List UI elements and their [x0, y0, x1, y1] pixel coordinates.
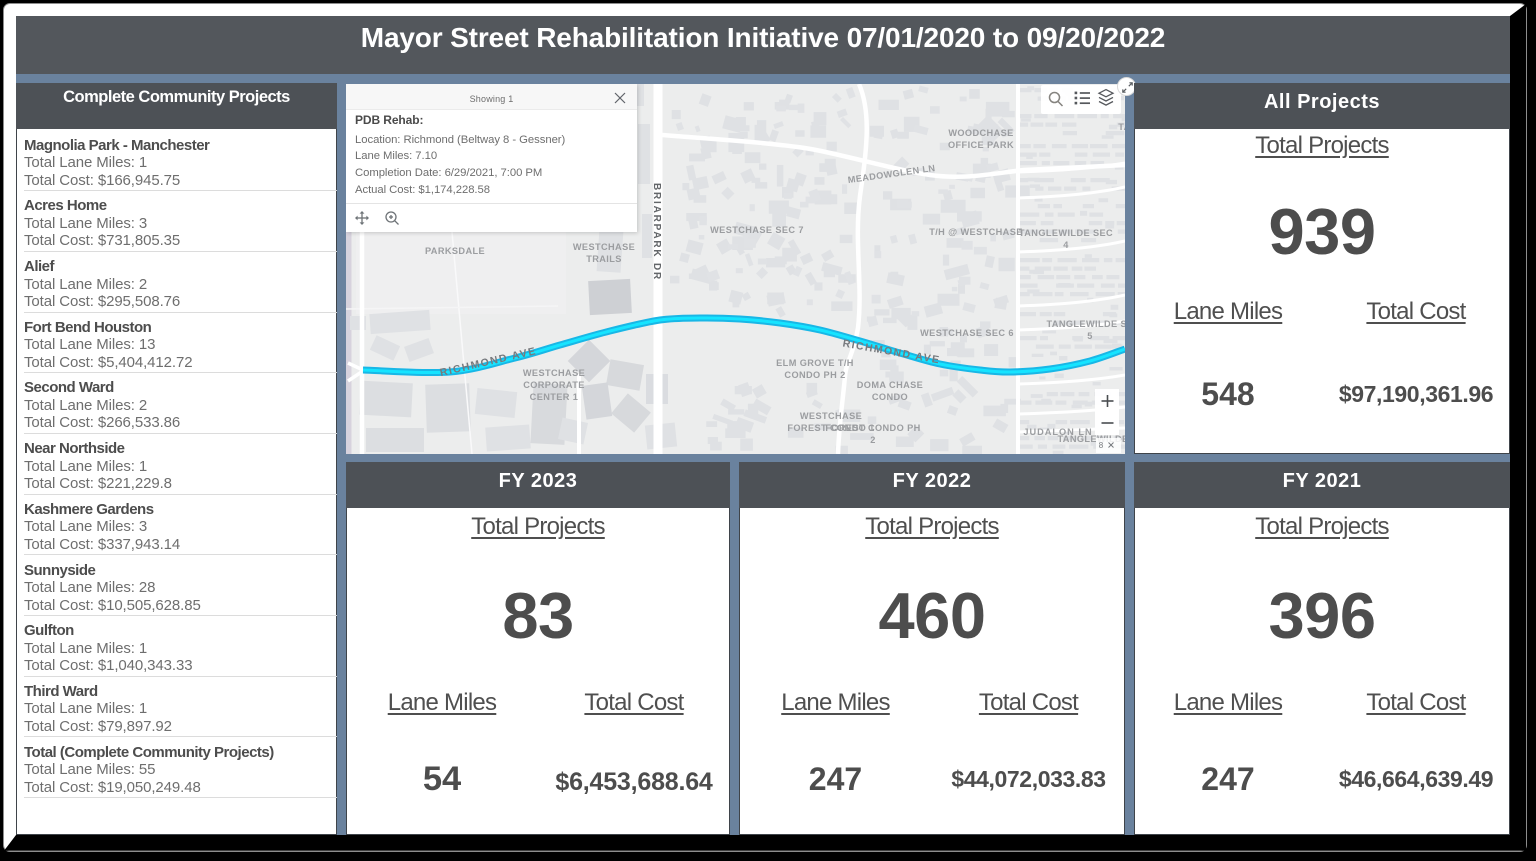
- svg-text:PARKSDALE: PARKSDALE: [425, 246, 485, 256]
- svg-text:FOREST CONDO PH: FOREST CONDO PH: [825, 423, 920, 433]
- svg-text:CENTER 1: CENTER 1: [530, 392, 579, 402]
- svg-text:8: 8: [1099, 441, 1104, 450]
- svg-text:2: 2: [870, 435, 876, 445]
- svg-text:WOODCHASE: WOODCHASE: [948, 128, 1013, 138]
- svg-text:T/H @ WESTCHASE: T/H @ WESTCHASE: [929, 227, 1023, 237]
- svg-text:WESTCHASE: WESTCHASE: [573, 242, 635, 252]
- svg-text:FOREST CONDO 1: FOREST CONDO 1: [787, 423, 874, 433]
- svg-text:BRIARPARK DR: BRIARPARK DR: [651, 183, 662, 281]
- svg-text:WESTCHASE: WESTCHASE: [523, 368, 585, 378]
- svg-text:TRAILS: TRAILS: [586, 254, 622, 264]
- svg-text:CORPORATE: CORPORATE: [523, 380, 585, 390]
- svg-text:TANGLEWILDE: TANGLEWILDE: [1057, 434, 1125, 444]
- svg-text:DOMA CHASE: DOMA CHASE: [857, 380, 923, 390]
- svg-text:CONDO PH 2: CONDO PH 2: [784, 370, 845, 380]
- svg-text:4: 4: [1063, 240, 1069, 250]
- svg-text:JUDALON LN: JUDALON LN: [1023, 427, 1092, 437]
- svg-text:TAN: TAN: [1118, 122, 1125, 132]
- svg-text:TANGLEWILDE SEC: TANGLEWILDE SEC: [1019, 228, 1113, 238]
- svg-text:TANGLEWILDE SE: TANGLEWILDE SE: [1046, 319, 1125, 329]
- svg-text:5: 5: [1087, 331, 1093, 341]
- svg-text:WESTCHASE SEC 6: WESTCHASE SEC 6: [920, 328, 1014, 338]
- svg-text:WESTCHASE: WESTCHASE: [800, 411, 862, 421]
- svg-text:WESTCHASE SEC 7: WESTCHASE SEC 7: [710, 225, 804, 235]
- svg-text:OFFICE PARK: OFFICE PARK: [948, 140, 1014, 150]
- svg-text:CONDO: CONDO: [872, 392, 908, 402]
- svg-text:ELM GROVE T/H: ELM GROVE T/H: [776, 358, 854, 368]
